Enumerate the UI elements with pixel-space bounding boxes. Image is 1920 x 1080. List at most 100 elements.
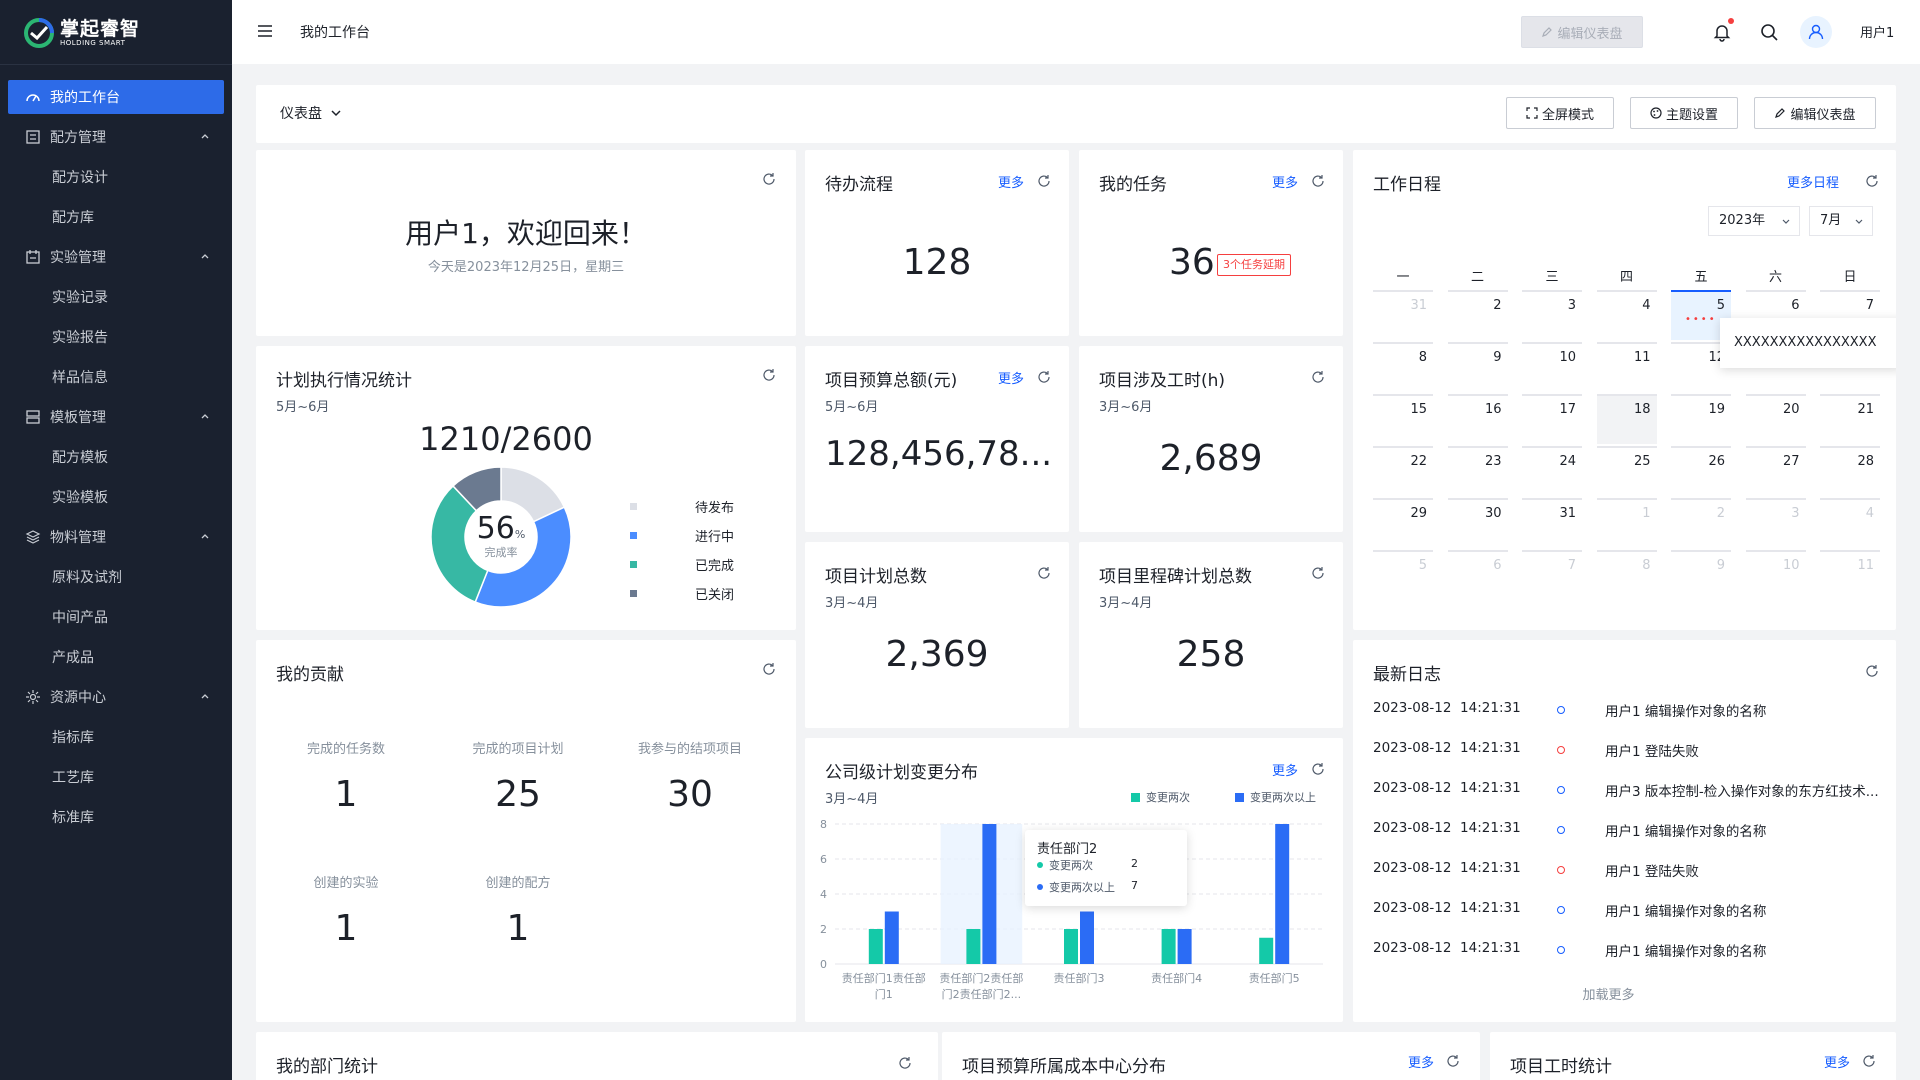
refresh-icon[interactable]: [1446, 1054, 1460, 1068]
sidebar-sub-process-library[interactable]: 工艺库: [52, 770, 94, 786]
tasks-more-link[interactable]: 更多: [1272, 176, 1299, 191]
schedule-more-link[interactable]: 更多日程: [1787, 176, 1840, 191]
calendar-day[interactable]: 18: [1596, 394, 1657, 444]
log-text[interactable]: 用户1 编辑操作对象的名称: [1605, 704, 1767, 720]
donut-slice[interactable]: [452, 466, 502, 512]
sidebar-sub-formula-library[interactable]: 配方库: [52, 210, 94, 226]
refresh-icon[interactable]: [1865, 174, 1879, 188]
calendar-day[interactable]: 28: [1820, 446, 1880, 496]
log-text[interactable]: 用户1 编辑操作对象的名称: [1605, 904, 1767, 920]
log-text[interactable]: 用户1 登陆失败: [1605, 864, 1699, 880]
calendar-day[interactable]: 8: [1596, 550, 1657, 600]
sidebar-sub-finished-product[interactable]: 产成品: [52, 650, 94, 666]
calendar-day[interactable]: 31: [1373, 290, 1433, 340]
edit-dashboard-button[interactable]: 编辑仪表盘: [1754, 97, 1876, 129]
sidebar-item-template[interactable]: 模板管理: [8, 400, 224, 434]
dashboard-select[interactable]: 仪表盘: [280, 103, 342, 123]
calendar-day[interactable]: 6: [1447, 550, 1508, 600]
calendar-day[interactable]: 7: [1820, 290, 1880, 340]
sidebar-sub-experiment-report[interactable]: 实验报告: [52, 330, 108, 346]
calendar-day[interactable]: 25: [1596, 446, 1657, 496]
refresh-icon[interactable]: [762, 172, 776, 186]
log-text[interactable]: 用户3 版本控制-检入操作对象的东方红技术...: [1605, 784, 1879, 800]
refresh-icon[interactable]: [762, 662, 776, 676]
year-select[interactable]: 2023年: [1708, 206, 1800, 236]
calendar-day[interactable]: 10: [1745, 550, 1806, 600]
calendar-day[interactable]: 29: [1373, 498, 1433, 548]
calendar-day[interactable]: 2: [1447, 290, 1508, 340]
calendar-day[interactable]: 11: [1820, 550, 1880, 600]
refresh-icon[interactable]: [1862, 1054, 1876, 1068]
refresh-icon[interactable]: [1311, 566, 1325, 580]
sidebar-item-workbench[interactable]: 我的工作台: [8, 80, 224, 114]
calendar-day[interactable]: 1: [1596, 498, 1657, 548]
calendar-day[interactable]: 23: [1447, 446, 1508, 496]
calendar-day[interactable]: 27: [1745, 446, 1806, 496]
search-icon[interactable]: [1759, 22, 1779, 42]
calendar-day[interactable]: 30: [1447, 498, 1508, 548]
refresh-icon[interactable]: [1311, 370, 1325, 384]
fullscreen-button[interactable]: 全屏模式: [1506, 97, 1614, 129]
calendar-day[interactable]: 3: [1522, 290, 1582, 340]
calendar-day[interactable]: 22: [1373, 446, 1433, 496]
calendar-day[interactable]: 20: [1745, 394, 1806, 444]
bell-icon[interactable]: [1712, 22, 1732, 42]
calendar-day[interactable]: 3: [1745, 498, 1806, 548]
sidebar-item-resource[interactable]: 资源中心: [8, 680, 224, 714]
calendar-day[interactable]: 9: [1447, 342, 1508, 392]
calendar-day[interactable]: 9: [1671, 550, 1731, 600]
refresh-icon[interactable]: [1037, 174, 1051, 188]
load-more-link[interactable]: 加载更多: [1353, 984, 1896, 1003]
calendar-day[interactable]: 6: [1745, 290, 1806, 340]
refresh-icon[interactable]: [1037, 566, 1051, 580]
sidebar-item-formula[interactable]: 配方管理: [8, 120, 224, 154]
donut-slice[interactable]: [474, 506, 572, 608]
budget-more-link[interactable]: 更多: [998, 372, 1025, 387]
brand-logo[interactable]: 掌起睿智 HOLDING SMART: [24, 16, 140, 50]
sidebar-sub-experiment-record[interactable]: 实验记录: [52, 290, 108, 306]
edit-dashboard-top-button[interactable]: 编辑仪表盘: [1521, 16, 1643, 48]
month-select[interactable]: 7月: [1809, 206, 1873, 236]
calendar-day[interactable]: 24: [1522, 446, 1582, 496]
calendar-day[interactable]: 5: [1373, 550, 1433, 600]
calendar-day[interactable]: 8: [1373, 342, 1433, 392]
change-chart-more-link[interactable]: 更多: [1272, 764, 1299, 779]
refresh-icon[interactable]: [762, 368, 776, 382]
calendar-day[interactable]: 26: [1671, 446, 1731, 496]
calendar-day[interactable]: 7: [1522, 550, 1582, 600]
sidebar-sub-experiment-template[interactable]: 实验模板: [52, 490, 108, 506]
theme-button[interactable]: 主题设置: [1630, 97, 1738, 129]
log-text[interactable]: 用户1 编辑操作对象的名称: [1605, 944, 1767, 960]
user-name[interactable]: 用户1: [1860, 26, 1895, 41]
sidebar-sub-sample-info[interactable]: 样品信息: [52, 370, 108, 386]
avatar[interactable]: [1800, 16, 1832, 48]
calendar-day[interactable]: 16: [1447, 394, 1508, 444]
calendar-day[interactable]: 19: [1671, 394, 1731, 444]
calendar-day[interactable]: 4: [1820, 498, 1880, 548]
sidebar-sub-standard-library[interactable]: 标准库: [52, 810, 94, 826]
calendar-day[interactable]: 11: [1596, 342, 1657, 392]
menu-icon[interactable]: [256, 22, 274, 40]
calendar-day[interactable]: 2: [1671, 498, 1731, 548]
calendar-day[interactable]: 21: [1820, 394, 1880, 444]
calendar-day[interactable]: 10: [1522, 342, 1582, 392]
sidebar-sub-formula-design[interactable]: 配方设计: [52, 170, 108, 186]
calendar-day[interactable]: 4: [1596, 290, 1657, 340]
log-text[interactable]: 用户1 登陆失败: [1605, 744, 1699, 760]
sidebar-item-material[interactable]: 物料管理: [8, 520, 224, 554]
refresh-icon[interactable]: [1311, 762, 1325, 776]
sidebar-sub-raw-material[interactable]: 原料及试剂: [52, 570, 122, 586]
refresh-icon[interactable]: [1311, 174, 1325, 188]
sidebar-sub-intermediate[interactable]: 中间产品: [52, 610, 108, 626]
worktime-more-link[interactable]: 更多: [1824, 1056, 1851, 1071]
calendar-day[interactable]: 17: [1522, 394, 1582, 444]
sidebar-item-experiment[interactable]: 实验管理: [8, 240, 224, 274]
refresh-icon[interactable]: [898, 1056, 912, 1070]
refresh-icon[interactable]: [1037, 370, 1051, 384]
pending-more-link[interactable]: 更多: [998, 176, 1025, 191]
sidebar-sub-formula-template[interactable]: 配方模板: [52, 450, 108, 466]
refresh-icon[interactable]: [1865, 664, 1879, 678]
donut-slice[interactable]: [430, 484, 489, 604]
sidebar-sub-indicator-library[interactable]: 指标库: [52, 730, 94, 746]
calendar-day[interactable]: 15: [1373, 394, 1433, 444]
